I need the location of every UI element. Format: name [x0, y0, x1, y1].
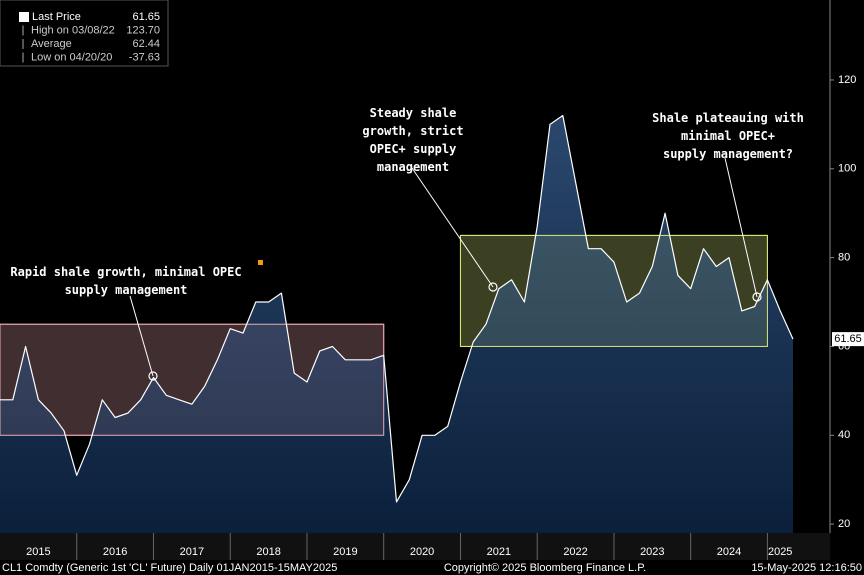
annotation: Steady shale growth, strict OPEC+ supply ma… [362, 106, 463, 174]
x-tick-label: 2020 [410, 546, 434, 558]
annotation-line: management [377, 160, 449, 174]
x-tick-label: 2019 [333, 546, 357, 558]
x-tick-label: 2018 [256, 546, 280, 558]
annotation: Rapid shale growth, minimal OPEC supply m… [10, 265, 241, 297]
annotation-leader [129, 295, 154, 377]
footer-center: Copyright© 2025 Bloomberg Finance L.P. [444, 562, 646, 574]
legend-value: -37.63 [129, 51, 160, 63]
footer-band [0, 560, 864, 575]
footer-left: CL1 Comdty (Generic 1st 'CL' Future) Dai… [2, 562, 337, 574]
legend-value: 123.70 [126, 24, 160, 36]
y-tick-label: 120 [838, 74, 856, 86]
legend-name: High on 03/08/22 [31, 24, 115, 36]
price-area [0, 115, 793, 533]
annotation-line: supply management [65, 283, 188, 297]
last-price-tag [832, 332, 864, 347]
legend [0, 0, 169, 67]
annotation-line: supply management? [663, 147, 793, 161]
annotation-point [752, 292, 762, 302]
x-tick-label: 2023 [640, 546, 664, 558]
x-tick-label: 2022 [563, 546, 587, 558]
x-tick-label: 2016 [103, 546, 127, 558]
annotation-leader [724, 157, 758, 298]
price-line [0, 114, 794, 503]
annotation-line: Rapid shale growth, minimal OPEC [10, 265, 241, 279]
legend-name: Last Price [32, 11, 81, 23]
x-tick-label: 2024 [717, 546, 741, 558]
shaded-region-overlay [459, 234, 768, 347]
annotation-leader [411, 167, 494, 288]
annotation-line: growth, strict [362, 124, 463, 138]
annotation-point [488, 282, 498, 292]
legend-name: Low on 04/20/20 [31, 51, 112, 63]
y-tick-label: 20 [838, 518, 850, 530]
shaded-region-overlay [0, 323, 385, 436]
annotation-line: minimal OPEC+ [681, 129, 775, 143]
legend-name: Average [31, 38, 72, 50]
x-tick-label: 2025 [768, 546, 792, 558]
x-axis-band [0, 533, 830, 560]
annotation-line: OPEC+ supply [370, 142, 457, 156]
footer-right: 15-May-2025 12:16:50 [751, 562, 862, 574]
plot [0, 114, 794, 533]
y-tick-label: 100 [838, 163, 856, 175]
x-tick-label: 2015 [26, 546, 50, 558]
legend-value: 61.65 [132, 11, 160, 23]
annotation: Shale plateauing with minimal OPEC+ supply… [652, 111, 804, 161]
last-price-label: 61.65 [834, 333, 862, 345]
annotation-point [148, 371, 158, 381]
legend-value: 62.44 [132, 38, 160, 50]
legend-swatch [19, 12, 29, 22]
annotation-line: Steady shale [370, 106, 457, 120]
y-tick-label: 40 [838, 429, 850, 441]
x-tick-label: 2017 [180, 546, 204, 558]
y-tick-label: 80 [838, 252, 850, 264]
marker [258, 260, 263, 265]
annotation-line: Shale plateauing with [652, 111, 804, 125]
x-tick-label: 2021 [487, 546, 511, 558]
